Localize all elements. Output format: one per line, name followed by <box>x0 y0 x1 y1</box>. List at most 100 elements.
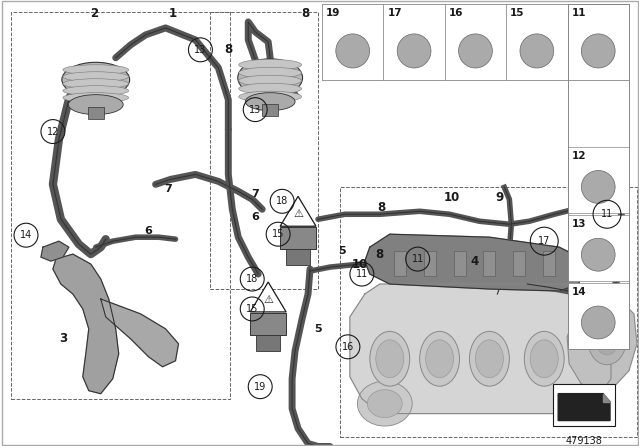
Bar <box>568 147 629 213</box>
Bar <box>322 4 383 80</box>
Text: 13: 13 <box>572 219 586 229</box>
Text: 9: 9 <box>495 191 504 204</box>
Text: 15: 15 <box>510 8 525 18</box>
Ellipse shape <box>476 340 504 378</box>
Ellipse shape <box>239 83 301 94</box>
Ellipse shape <box>376 340 404 378</box>
Text: 11: 11 <box>601 209 613 219</box>
Bar <box>280 227 316 249</box>
Ellipse shape <box>357 381 412 426</box>
Ellipse shape <box>397 34 431 68</box>
Text: 17: 17 <box>538 236 550 246</box>
Ellipse shape <box>336 34 369 68</box>
Polygon shape <box>350 284 611 414</box>
Bar <box>506 4 568 80</box>
Text: 14: 14 <box>20 230 32 240</box>
Ellipse shape <box>531 340 558 378</box>
Text: 8: 8 <box>376 248 384 261</box>
Ellipse shape <box>63 79 129 89</box>
Bar <box>88 107 104 119</box>
Text: 2: 2 <box>90 8 98 21</box>
Ellipse shape <box>239 75 301 86</box>
Ellipse shape <box>63 65 129 75</box>
Text: 16: 16 <box>449 8 463 18</box>
Text: 8: 8 <box>224 43 232 56</box>
Text: 18: 18 <box>246 274 259 284</box>
Text: 11: 11 <box>356 269 368 279</box>
Text: 14: 14 <box>572 287 586 297</box>
Text: 479138: 479138 <box>566 435 602 445</box>
Ellipse shape <box>470 332 509 386</box>
Text: 8: 8 <box>378 201 386 214</box>
Text: 6: 6 <box>145 226 152 236</box>
Ellipse shape <box>520 34 554 68</box>
Bar <box>286 249 310 265</box>
Ellipse shape <box>239 91 301 102</box>
Polygon shape <box>250 282 286 312</box>
Bar <box>394 251 406 276</box>
Text: 5: 5 <box>314 324 322 334</box>
Bar <box>256 335 280 351</box>
Polygon shape <box>280 196 316 226</box>
Ellipse shape <box>367 390 402 418</box>
Bar <box>553 383 615 426</box>
Text: 13: 13 <box>249 105 261 115</box>
Text: 5: 5 <box>338 246 346 256</box>
Ellipse shape <box>596 327 618 355</box>
Bar <box>483 251 495 276</box>
Polygon shape <box>558 394 610 421</box>
Text: 8: 8 <box>301 8 309 21</box>
Text: ⚠: ⚠ <box>293 209 303 219</box>
Bar <box>513 251 525 276</box>
Bar <box>454 251 465 276</box>
Text: 10: 10 <box>444 191 460 204</box>
Text: ⚠: ⚠ <box>263 295 273 305</box>
Ellipse shape <box>245 93 295 111</box>
Ellipse shape <box>62 62 130 97</box>
Text: 16: 16 <box>342 342 354 352</box>
Text: 4: 4 <box>470 254 479 267</box>
Ellipse shape <box>68 95 123 115</box>
Text: 13: 13 <box>195 45 207 55</box>
Bar <box>262 103 278 116</box>
Bar <box>383 4 445 80</box>
Text: 15: 15 <box>272 229 284 239</box>
Ellipse shape <box>581 34 615 68</box>
Ellipse shape <box>63 93 129 103</box>
Text: 18: 18 <box>276 196 288 207</box>
Ellipse shape <box>581 306 615 339</box>
Text: 12: 12 <box>47 126 59 137</box>
Bar <box>424 251 436 276</box>
Text: 15: 15 <box>246 304 259 314</box>
Bar <box>568 4 629 349</box>
Text: 19: 19 <box>326 8 340 18</box>
Ellipse shape <box>524 332 564 386</box>
Text: 12: 12 <box>572 151 586 161</box>
Ellipse shape <box>239 59 301 70</box>
Ellipse shape <box>63 72 129 82</box>
Text: 11: 11 <box>572 8 586 18</box>
Text: 17: 17 <box>387 8 402 18</box>
Text: 11: 11 <box>412 254 424 264</box>
Polygon shape <box>100 299 179 367</box>
Ellipse shape <box>459 34 492 68</box>
Ellipse shape <box>581 238 615 271</box>
Bar <box>568 4 629 80</box>
Text: 7: 7 <box>164 184 172 194</box>
Ellipse shape <box>581 171 615 203</box>
Text: 6: 6 <box>252 212 259 222</box>
Polygon shape <box>567 294 637 391</box>
Ellipse shape <box>238 59 303 97</box>
Text: 3: 3 <box>59 332 67 345</box>
Bar <box>250 313 286 335</box>
Bar <box>543 251 555 276</box>
Text: 10: 10 <box>352 258 368 271</box>
Polygon shape <box>53 254 118 394</box>
Ellipse shape <box>370 332 410 386</box>
Bar <box>568 215 629 281</box>
Polygon shape <box>603 394 610 401</box>
Text: 19: 19 <box>254 382 266 392</box>
Text: 1: 1 <box>168 8 177 21</box>
Bar <box>568 283 629 349</box>
Polygon shape <box>365 234 579 291</box>
